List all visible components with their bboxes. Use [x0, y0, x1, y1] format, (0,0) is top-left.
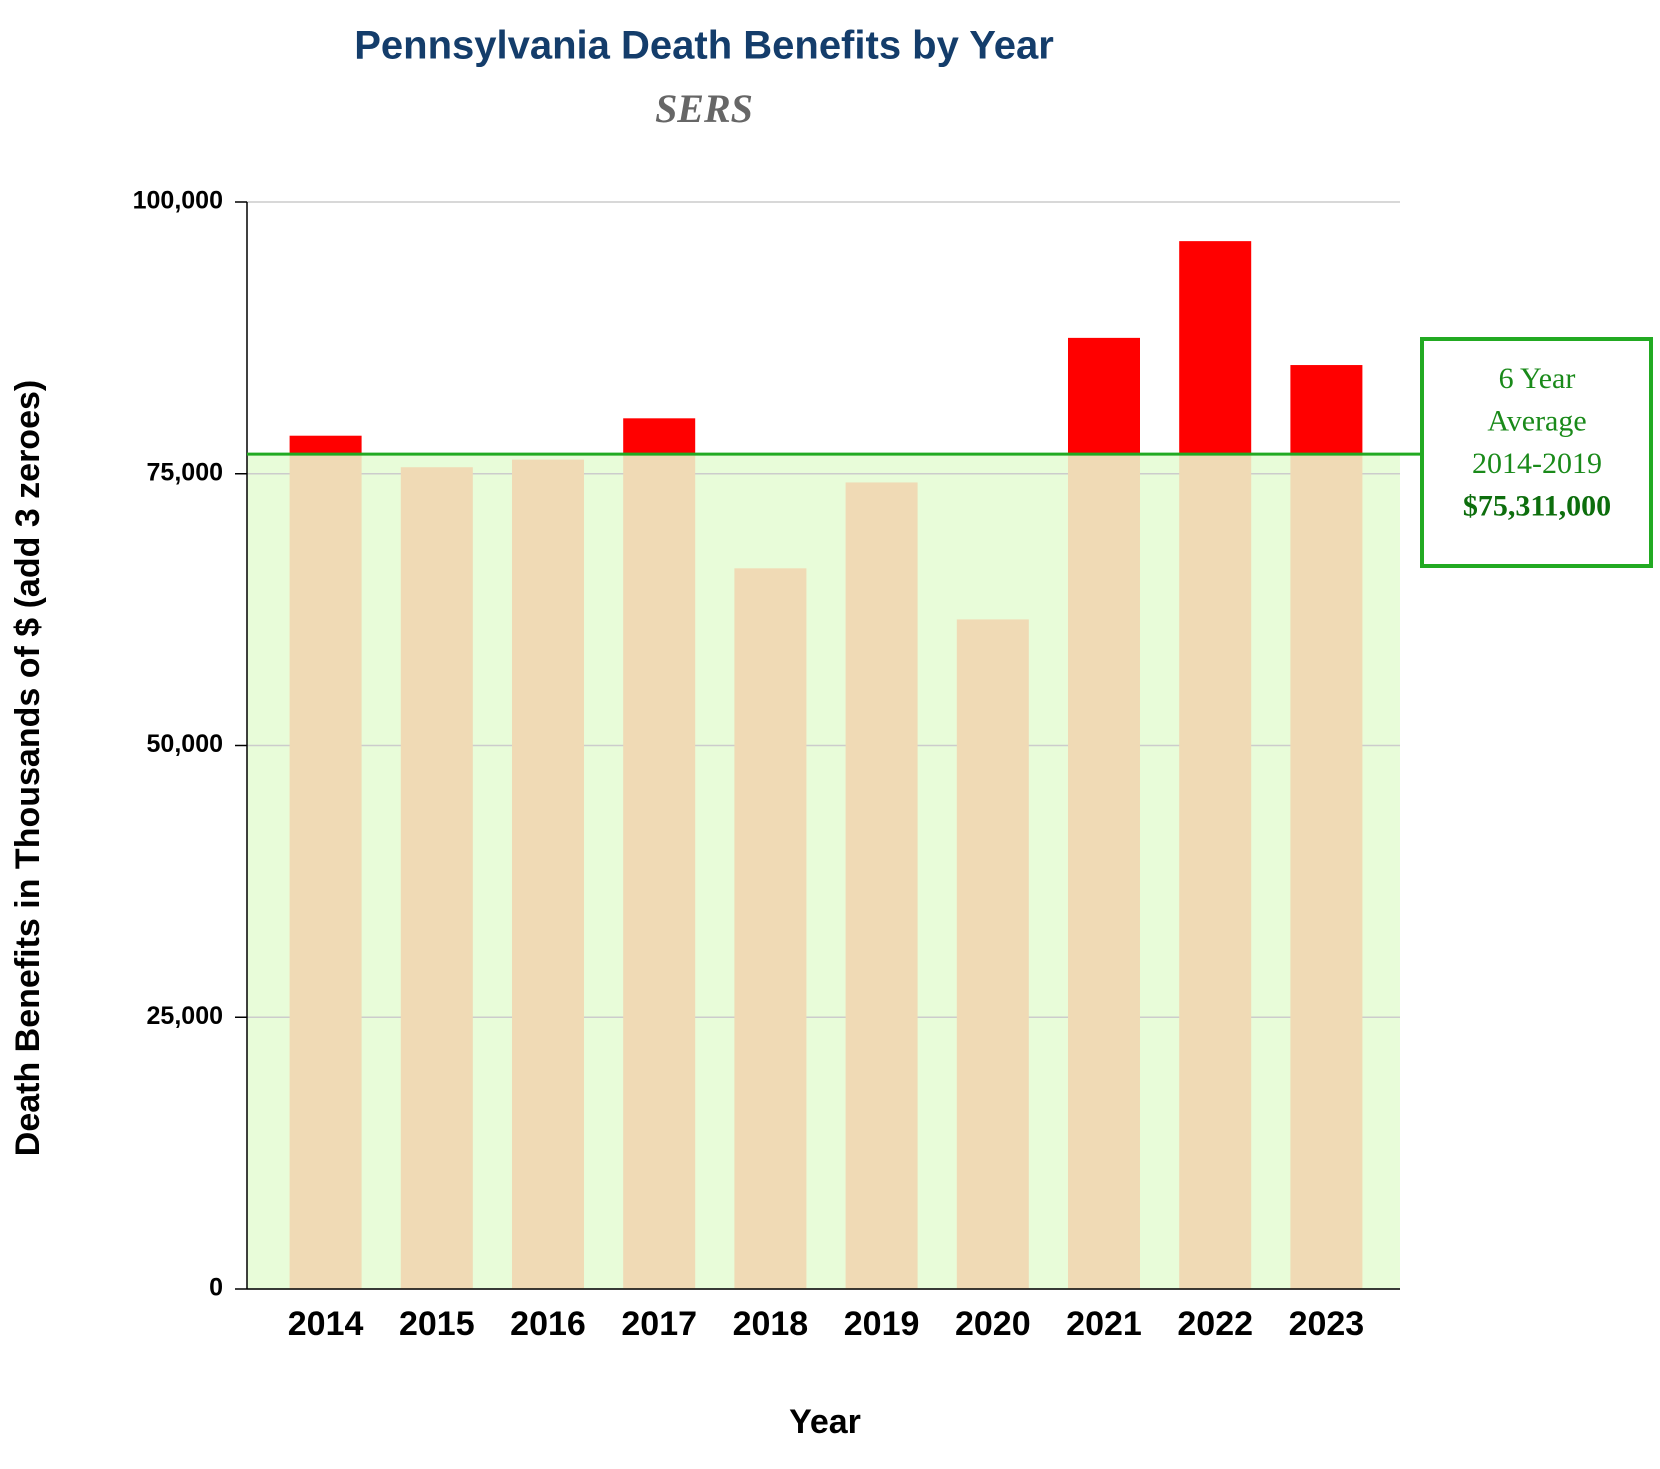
bar-above-average — [1068, 337, 1140, 455]
bar — [956, 619, 1029, 1289]
x-axis-title: Year — [789, 1403, 861, 1441]
y-tick-label: 0 — [209, 1274, 223, 1302]
y-axis-title: Death Benefits in Thousands of $ (add 3 … — [9, 380, 47, 1156]
y-tick-label: 100,000 — [133, 187, 223, 215]
bar — [1179, 454, 1252, 1290]
x-tick-label: 2022 — [1177, 1305, 1253, 1343]
bar — [845, 482, 918, 1289]
y-tick-label: 75,000 — [147, 458, 223, 486]
x-tick-label: 2019 — [844, 1305, 920, 1343]
bar — [734, 568, 807, 1289]
annotation-text: $75,311,000 — [1463, 489, 1611, 522]
x-tick-label: 2021 — [1066, 1305, 1142, 1343]
bar-above-average — [1179, 241, 1252, 455]
y-tick-label: 50,000 — [147, 730, 223, 758]
bar — [623, 454, 696, 1290]
x-tick-label: 2023 — [1289, 1305, 1365, 1343]
x-tick-label: 2014 — [288, 1305, 364, 1343]
y-tick-label: 25,000 — [147, 1002, 223, 1030]
bar-above-average — [289, 435, 362, 455]
bar-above-average — [1290, 365, 1363, 455]
x-tick-label: 2016 — [510, 1305, 586, 1343]
bar — [400, 467, 473, 1289]
chart-subtitle: SERS — [655, 86, 753, 131]
annotation-text: 6 Year — [1499, 362, 1576, 395]
bar — [512, 459, 584, 1289]
x-tick-label: 2020 — [955, 1305, 1031, 1343]
bar — [1290, 454, 1363, 1290]
x-tick-label: 2018 — [733, 1305, 809, 1343]
bar — [289, 454, 362, 1290]
annotation-box — [1420, 337, 1653, 568]
annotation-text: 2014-2019 — [1472, 447, 1602, 480]
x-tick-label: 2015 — [399, 1305, 475, 1343]
x-tick-label: 2017 — [621, 1305, 697, 1343]
bar-above-average — [623, 418, 696, 455]
bar — [1068, 454, 1140, 1290]
chart-title: Pennsylvania Death Benefits by Year — [354, 24, 1054, 68]
annotation-text: Average — [1487, 404, 1586, 437]
